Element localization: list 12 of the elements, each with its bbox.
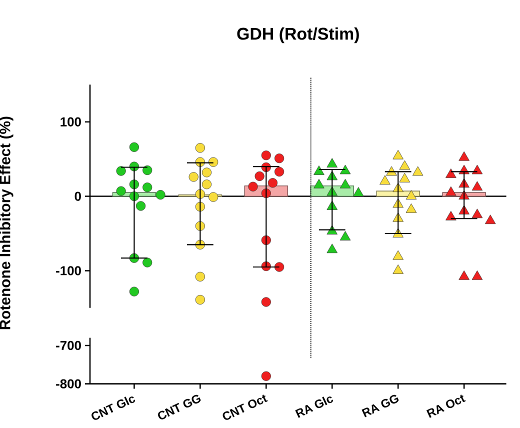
y-tick-label: 100 <box>60 117 81 126</box>
x-tick-label: RA Glc <box>295 396 333 418</box>
x-tick-label: CNT GG <box>158 394 201 420</box>
y-tick-label: -700 <box>56 340 81 350</box>
x-tick-label: RA GG <box>362 394 399 418</box>
y-tick-label: -800 <box>56 379 81 388</box>
x-tick-label: CNT Glc <box>92 396 136 420</box>
y-tick-label: 0 <box>74 192 81 201</box>
x-tick-label: RA Oct <box>426 394 466 418</box>
chart-title: GDH (Rot/Stim) <box>237 27 359 44</box>
x-tick-label: CNT Oct <box>222 394 268 420</box>
y-tick-label: -100 <box>56 266 81 276</box>
